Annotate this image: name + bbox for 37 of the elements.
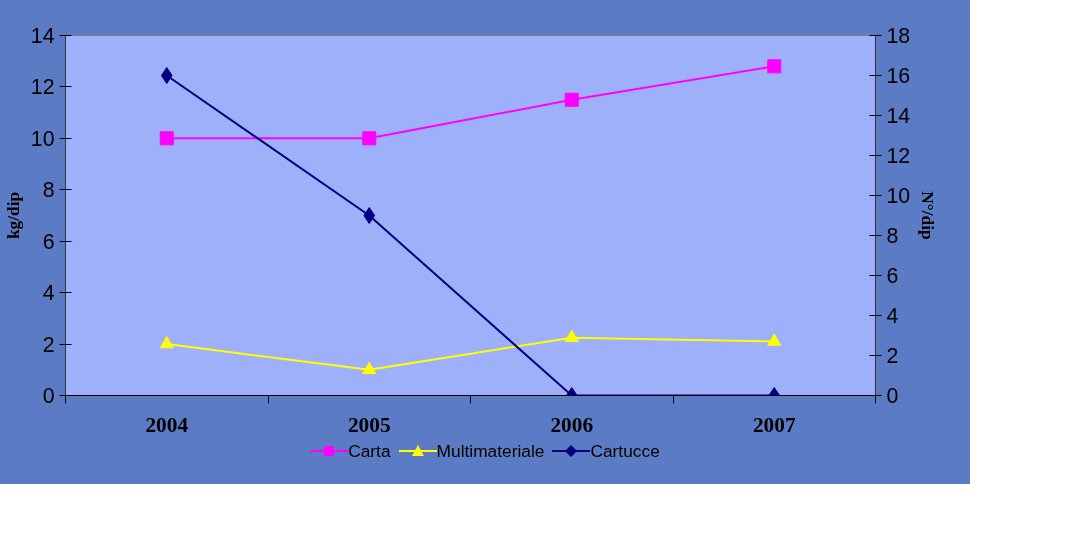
y2-tick-label: 18 [886, 24, 911, 48]
x-tick-label: 2005 [347, 412, 391, 437]
y2-tick-label: 8 [886, 224, 899, 248]
y-tick-label: 2 [42, 332, 55, 357]
y-tick-label: 4 [42, 281, 55, 306]
legend-label: Multimateriale [436, 441, 545, 461]
y2-tick-label: 6 [886, 264, 899, 288]
y-tick-label: 10 [30, 126, 55, 151]
point [363, 207, 376, 224]
point [362, 361, 377, 375]
point [767, 333, 782, 346]
point [767, 59, 782, 74]
y2-tick-label: 4 [886, 304, 899, 328]
point [159, 131, 174, 146]
y2-axis-title: N°/dip [918, 191, 938, 240]
legend-label: Carta [348, 441, 391, 461]
y2-tick-label: 2 [886, 344, 899, 368]
point [564, 92, 579, 107]
y2-tick-label: 14 [886, 104, 911, 128]
x-tick-label: 2007 [752, 412, 796, 437]
x-tick-label: 2004 [145, 412, 189, 437]
point [160, 67, 173, 84]
y2-tick-label: 10 [886, 184, 911, 208]
point [159, 336, 174, 349]
y-tick-label: 14 [30, 24, 55, 48]
y-tick-label: 12 [30, 75, 55, 100]
x-tick-label: 2006 [550, 412, 594, 437]
legend-label: Cartucce [590, 441, 660, 461]
y2-tick-label: 0 [886, 384, 899, 408]
y2-tick-label: 16 [886, 64, 911, 88]
point [362, 131, 377, 146]
y-tick-label: 0 [42, 384, 55, 408]
point [564, 329, 579, 342]
y-axis-title: kg/dip [3, 191, 23, 240]
y2-tick-label: 12 [886, 144, 911, 168]
y-tick-label: 8 [42, 178, 55, 203]
y-tick-label: 6 [42, 229, 55, 254]
